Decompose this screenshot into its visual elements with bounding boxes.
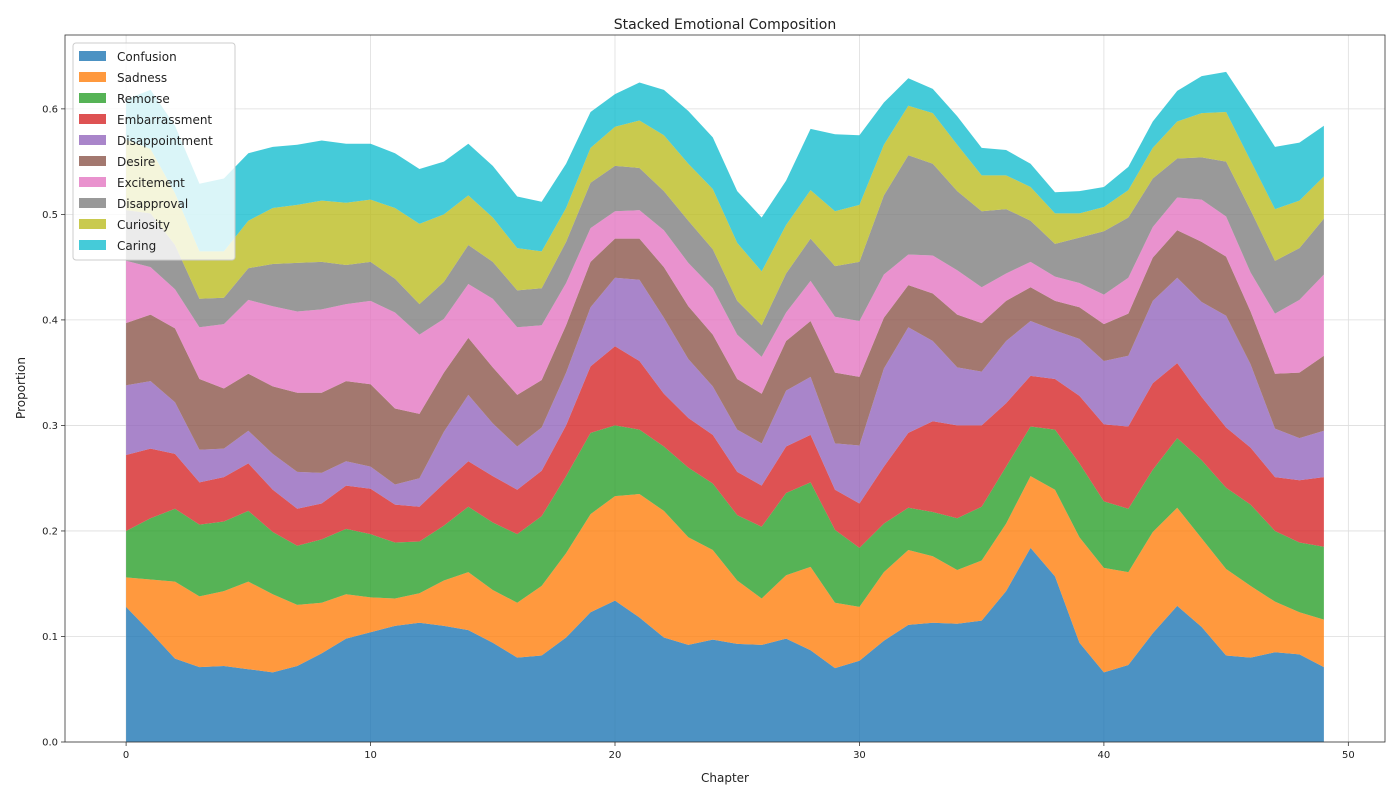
area-desire xyxy=(126,230,1324,485)
x-axis-label: Chapter xyxy=(701,771,749,785)
area-confusion xyxy=(126,547,1324,742)
x-tick-label: 20 xyxy=(609,750,622,761)
legend-label-curiosity: Curiosity xyxy=(117,218,170,232)
x-tick-label: 0 xyxy=(123,750,129,761)
x-tick-label: 30 xyxy=(853,750,866,761)
legend-label-sadness: Sadness xyxy=(117,71,167,85)
legend-swatch-embarrassment xyxy=(79,114,106,124)
area-disapproval xyxy=(126,155,1324,357)
x-tick-label: 10 xyxy=(364,750,377,761)
area-excitement xyxy=(126,197,1324,414)
y-tick-label: 0.6 xyxy=(42,104,58,115)
legend-label-remorse: Remorse xyxy=(117,92,170,106)
legend-swatch-curiosity xyxy=(79,219,106,229)
area-caring xyxy=(126,71,1324,272)
y-tick-label: 0.2 xyxy=(42,526,58,537)
area-embarrassment xyxy=(126,346,1324,548)
area-sadness xyxy=(126,476,1324,673)
legend-label-disapproval: Disapproval xyxy=(117,197,188,211)
legend-label-excitement: Excitement xyxy=(117,176,185,190)
y-tick-label: 0.4 xyxy=(42,315,58,326)
legend-swatch-disappointment xyxy=(79,135,106,145)
y-tick-label: 0.5 xyxy=(42,210,58,221)
y-tick-label: 0.1 xyxy=(42,632,58,643)
legend-swatch-confusion xyxy=(79,51,106,61)
area-curiosity xyxy=(126,105,1324,326)
axis-ticks: 0 10 20 30 40 50 0.0 0.1 0.2 0.3 0.4 0.5 0.6 xyxy=(42,104,1355,761)
legend-label-disappointment: Disappointment xyxy=(117,134,213,148)
legend-label-caring: Caring xyxy=(117,239,156,253)
legend-swatch-excitement xyxy=(79,177,106,187)
area-remorse xyxy=(126,425,1324,620)
legend-swatch-caring xyxy=(79,240,106,250)
plot-frame xyxy=(64,34,1386,743)
y-tick-label: 0.0 xyxy=(42,738,58,749)
x-tick-label: 40 xyxy=(1098,750,1111,761)
legend-label-desire: Desire xyxy=(117,155,155,169)
chart-title: Stacked Emotional Composition xyxy=(614,17,836,33)
legend-swatch-sadness xyxy=(79,72,106,82)
legend-swatch-remorse xyxy=(79,93,106,103)
legend-label-confusion: Confusion xyxy=(117,50,177,64)
legend-swatch-disapproval xyxy=(79,198,106,208)
y-tick-label: 0.3 xyxy=(42,421,58,432)
legend-label-embarrassment: Embarrassment xyxy=(117,113,212,127)
area-series xyxy=(126,71,1324,742)
legend-swatch-desire xyxy=(79,156,106,166)
x-tick-label: 50 xyxy=(1342,750,1355,761)
y-axis-label: Proportion xyxy=(14,357,28,419)
legend-frame xyxy=(72,42,236,261)
area-disappointment xyxy=(126,277,1324,509)
legend: Confusion Sadness Remorse Embarrassment Disa… xyxy=(72,42,236,261)
